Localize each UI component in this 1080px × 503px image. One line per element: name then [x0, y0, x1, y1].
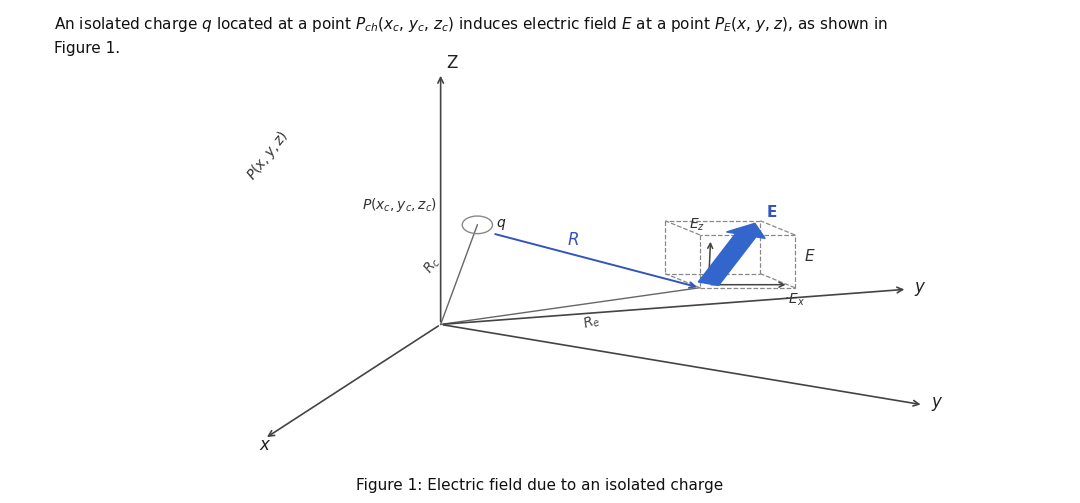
Text: $P(x_c,y_c,z_c)$: $P(x_c,y_c,z_c)$: [362, 196, 437, 214]
Text: $\mathit{R_c}$: $\mathit{R_c}$: [421, 253, 444, 277]
Text: An isolated charge $q$ located at a point $\mathit{P_{ch}}$($x_c$, $y_c$, $z_c$): An isolated charge $q$ located at a poin…: [54, 15, 888, 56]
Text: $P(x,y,z)$: $P(x,y,z)$: [243, 127, 293, 184]
Text: $\cdot E_x$: $\cdot E_x$: [784, 292, 805, 308]
Text: $\mathit{R_e}$: $\mathit{R_e}$: [581, 312, 603, 333]
Text: y: y: [931, 393, 941, 411]
Text: $q$: $q$: [496, 217, 507, 232]
Text: Z: Z: [446, 54, 458, 72]
Text: $\mathit{R}$: $\mathit{R}$: [567, 231, 579, 249]
Text: Figure 1: Electric field due to an isolated charge: Figure 1: Electric field due to an isola…: [356, 478, 724, 493]
FancyArrow shape: [699, 223, 765, 285]
Text: $E$: $E$: [804, 248, 815, 264]
Text: y: y: [915, 278, 924, 296]
Text: $E_z$: $E_z$: [689, 217, 705, 233]
Text: x: x: [259, 436, 269, 454]
Text: $\mathbf{E}$: $\mathbf{E}$: [766, 204, 777, 220]
